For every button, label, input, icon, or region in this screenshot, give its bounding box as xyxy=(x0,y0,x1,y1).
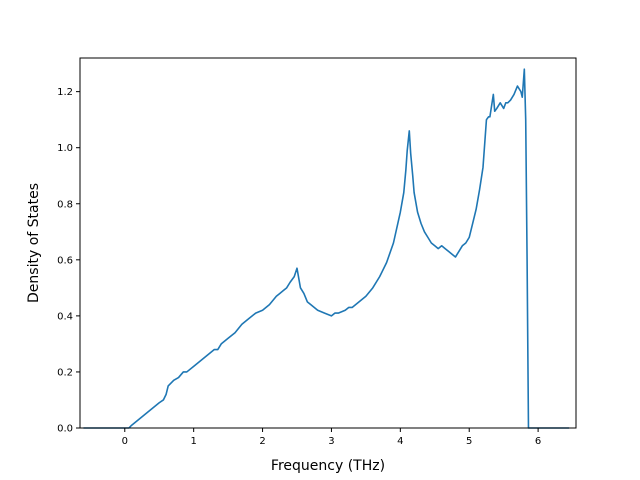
x-tick-label: 0 xyxy=(122,436,128,447)
y-tick-label: 0.2 xyxy=(57,367,73,378)
y-tick-label: 0.6 xyxy=(57,255,73,266)
y-tick-label: 0.0 xyxy=(57,424,73,435)
x-tick-label: 1 xyxy=(190,436,196,447)
x-tick-label: 5 xyxy=(466,436,472,447)
plot-frame xyxy=(79,57,577,429)
y-tick-label: 0.4 xyxy=(57,311,73,322)
y-axis-label: Density of States xyxy=(26,183,42,303)
x-tick-label: 6 xyxy=(535,436,541,447)
y-tick-label: 0.8 xyxy=(57,199,73,210)
x-tick-label: 3 xyxy=(328,436,334,447)
x-tick-label: 2 xyxy=(259,436,265,447)
y-tick-label: 1.0 xyxy=(57,143,73,154)
dos-curve xyxy=(83,68,570,429)
y-tick-label: 1.2 xyxy=(57,87,73,98)
x-axis-label: Frequency (THz) xyxy=(271,458,385,474)
x-tick-label: 4 xyxy=(397,436,403,447)
